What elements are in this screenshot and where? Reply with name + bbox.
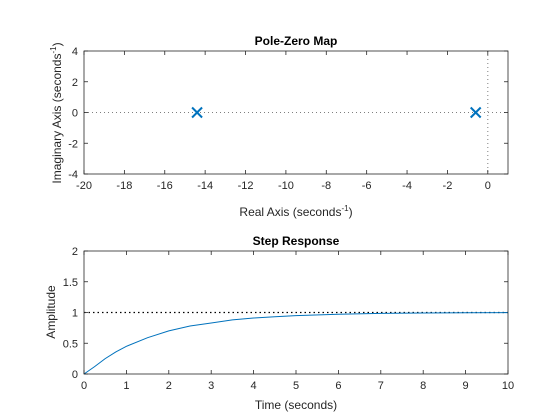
pole-zero-map-title: Pole-Zero Map xyxy=(255,34,338,48)
step-response-title: Step Response xyxy=(253,234,340,248)
step-response-plot: Step Response 0 1 2 3 4 5 6 7 8 9 10 0 0.5 1 1.5 2 Time… xyxy=(44,234,514,412)
pole-zero-x-tick-label: 0 xyxy=(485,180,491,192)
step-response-y-tick-label: 0.5 xyxy=(63,338,78,350)
step-response-x-tick-label: 6 xyxy=(335,380,341,392)
pole-marker xyxy=(191,106,203,119)
pole-zero-y-tick-label: -4 xyxy=(68,169,78,181)
step-response-x-tick-label: 9 xyxy=(463,380,469,392)
step-response-x-tick-label: 3 xyxy=(208,380,214,392)
pole-zero-x-tick-label: -16 xyxy=(157,180,173,192)
pole-marker-stroke xyxy=(191,106,203,119)
pole-zero-axes-box xyxy=(83,50,509,175)
pole-zero-markers xyxy=(191,106,482,119)
pole-zero-x-tick-label: -4 xyxy=(402,180,412,192)
pole-zero-map-plot: Pole-Zero Map -20 -18 -16 -14 -12 -10 -8 -6 -4 -2… xyxy=(49,34,509,219)
pole-zero-reference-lines xyxy=(84,51,508,174)
step-response-x-tick-label: 8 xyxy=(420,380,426,392)
pole-zero-y-tick-label: 4 xyxy=(72,46,78,58)
step-response-x-axis-label: Time (seconds) xyxy=(255,398,337,412)
step-response-x-tick-label: 1 xyxy=(123,380,129,392)
step-response-y-tick-label: 0 xyxy=(72,369,78,381)
step-response-lines xyxy=(83,312,509,375)
step-response-axes-box xyxy=(83,250,509,375)
step-response-x-tick-label: 7 xyxy=(378,380,384,392)
pole-zero-x-axis-label: Real Axis (seconds-1) xyxy=(239,204,352,219)
pole-zero-x-tick-label: -6 xyxy=(362,180,372,192)
pole-zero-x-tick-label: -8 xyxy=(321,180,331,192)
step-response-y-axis-label: Amplitude xyxy=(44,285,58,339)
step-response-y-tick-label: 2 xyxy=(72,246,78,258)
pole-zero-x-tick-label: -10 xyxy=(278,180,294,192)
step-response-y-tick-label: 1 xyxy=(72,308,78,320)
pole-zero-x-tick-label: -14 xyxy=(197,180,213,192)
step-response-x-tick-label: 10 xyxy=(502,380,514,392)
pole-zero-y-tick-label: -2 xyxy=(68,138,78,150)
pole-zero-y-axis-label: Imaginary Axis (seconds-1) xyxy=(49,42,64,183)
step-ticks: 0 1 2 3 4 5 6 7 8 9 10 0 0.5 1 1.5 2 xyxy=(63,246,514,392)
pole-marker xyxy=(469,106,482,119)
pole-zero-y-tick-label: 2 xyxy=(72,77,78,89)
step-response-x-tick-label: 2 xyxy=(166,380,172,392)
pole-zero-x-tick-label: -2 xyxy=(443,180,453,192)
pole-zero-x-tick-label: -12 xyxy=(238,180,254,192)
pole-marker-stroke xyxy=(469,106,482,119)
pole-zero-x-tick-label: -20 xyxy=(76,180,92,192)
pole-zero-y-tick-label: 0 xyxy=(72,108,78,120)
step-response-x-tick-label: 5 xyxy=(293,380,299,392)
step-response-y-tick-label: 1.5 xyxy=(63,277,78,289)
step-response-x-tick-label: 0 xyxy=(81,380,87,392)
pole-zero-x-tick-label: -18 xyxy=(116,180,132,192)
step-response-series-line xyxy=(83,312,509,375)
step-response-x-tick-label: 4 xyxy=(251,380,257,392)
